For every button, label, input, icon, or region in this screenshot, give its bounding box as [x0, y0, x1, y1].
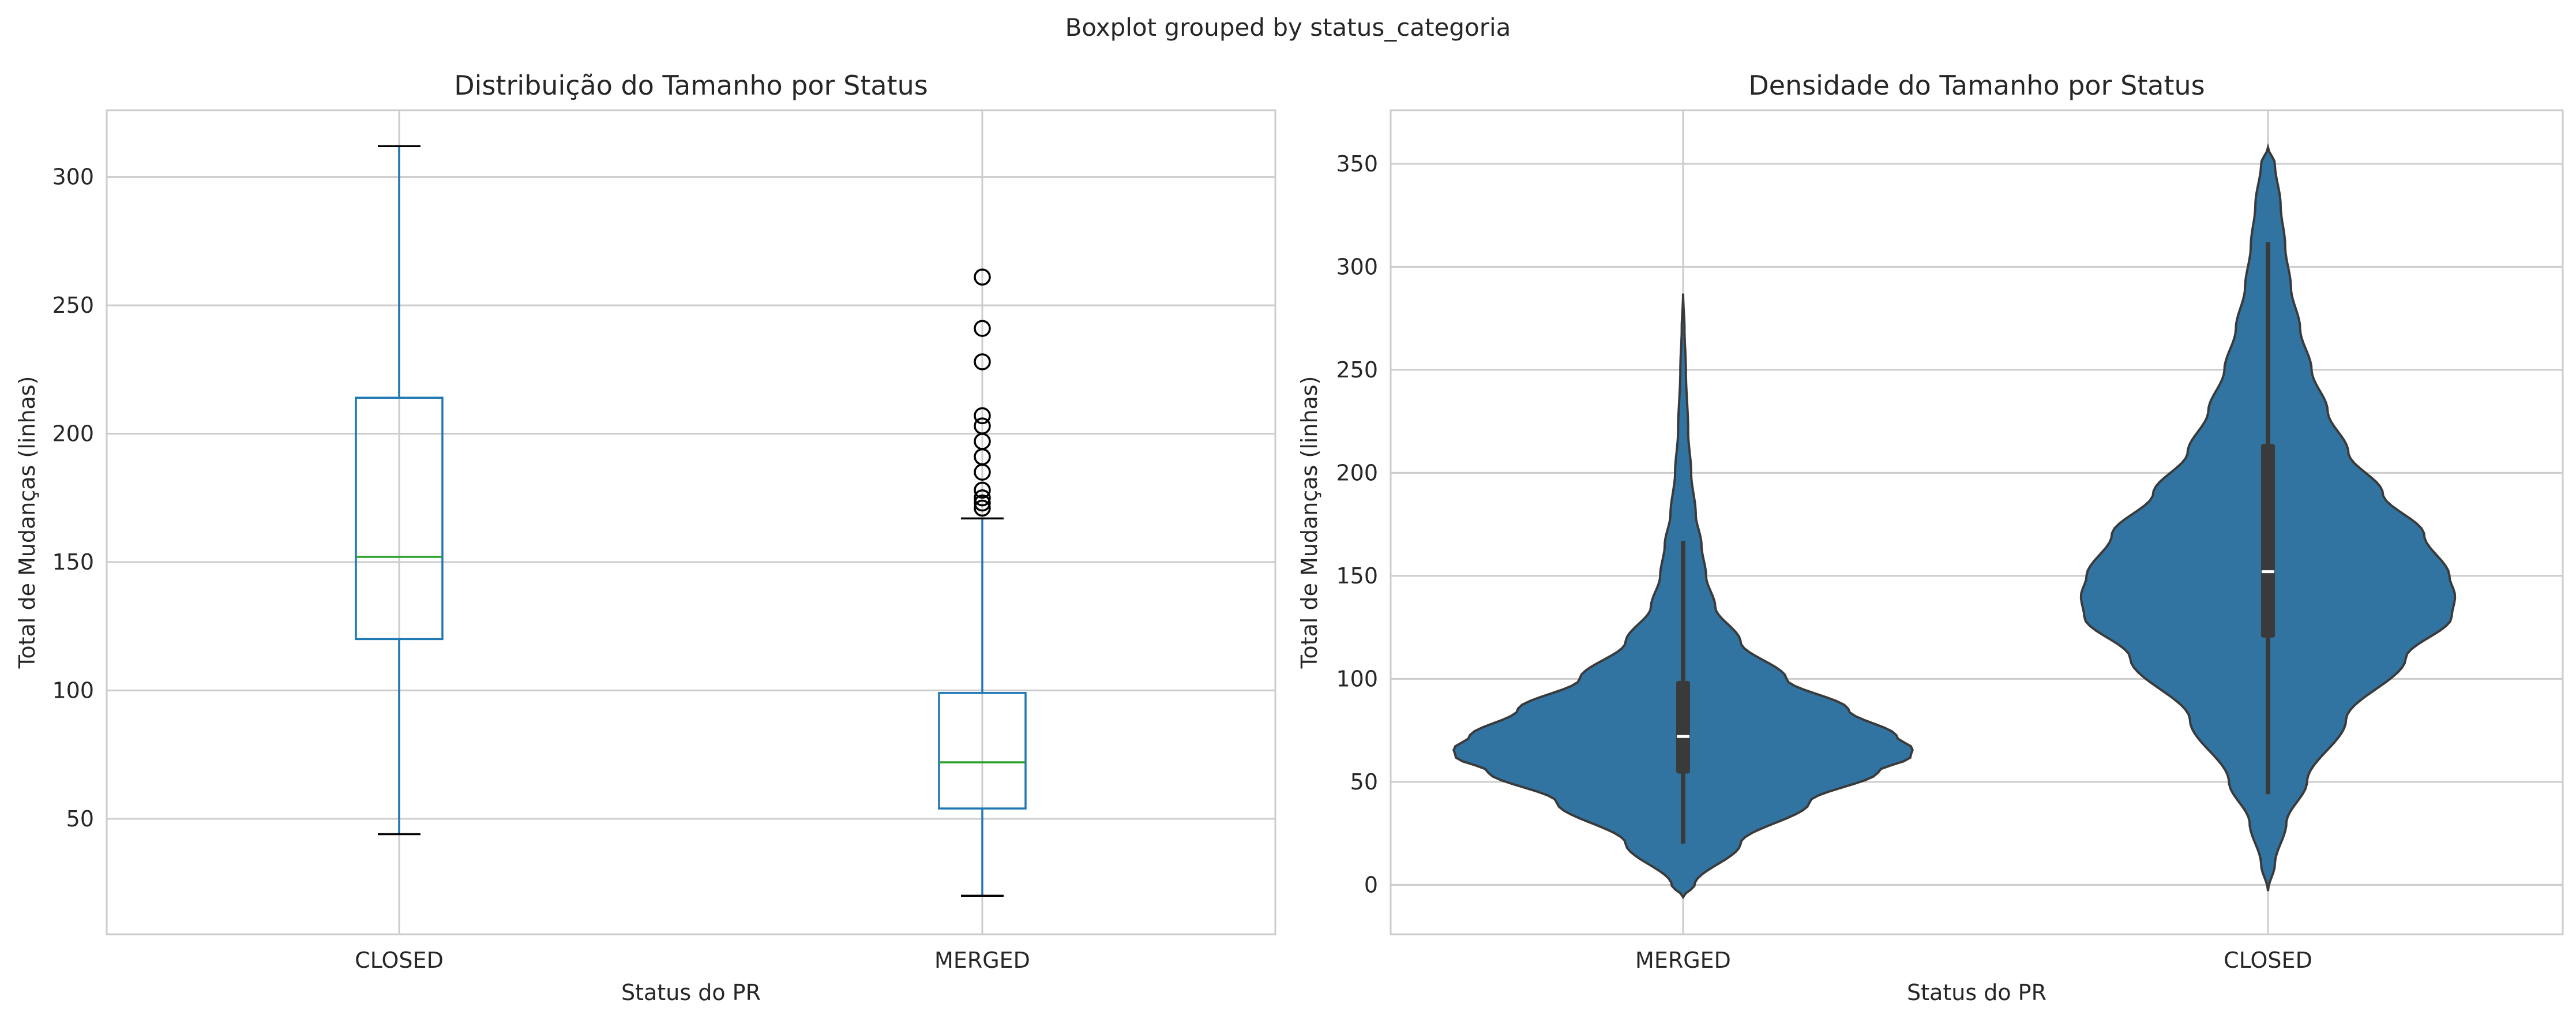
outlier-point: [974, 320, 991, 337]
outlier-point: [974, 417, 991, 435]
violin-y-tick-label: 200: [1336, 460, 1378, 485]
boxplot-y-tick-label: 150: [52, 549, 94, 575]
iqr-box: [938, 692, 1027, 810]
outlier-point: [974, 407, 991, 425]
violin-marks: [1452, 143, 2457, 900]
boxplot-y-tick-label: 250: [52, 293, 94, 318]
boxplot-x-axis-label: Status do PR: [621, 980, 761, 1005]
outlier-point: [974, 489, 991, 507]
violin-panel: 0 50 100 150 200 250 300 350 MERGED CLOSED Densi…: [1297, 70, 2564, 1005]
violin-y-tick-label: 250: [1336, 357, 1378, 383]
boxplot-y-tick-label: 300: [52, 164, 94, 190]
violin-x-tick-label: CLOSED: [2224, 948, 2312, 973]
boxplot-y-tick-label: 200: [52, 421, 94, 447]
violin-title: Densidade do Tamanho por Status: [1748, 70, 2205, 101]
violin-y-tick-label: 300: [1336, 254, 1378, 279]
violin-iqr-bar: [2261, 444, 2275, 638]
box-merged: [938, 268, 1027, 897]
violin-frame: [1390, 109, 2564, 935]
boxplot-frame: [106, 109, 1276, 935]
boxplot-y-tick-labels: 50 100 150 200 250 300: [52, 164, 94, 832]
violin-y-tick-label: 350: [1336, 151, 1378, 177]
violin-closed: [2079, 143, 2457, 892]
outlier-point: [974, 494, 991, 512]
boxplot-marks: [355, 145, 1027, 897]
violin-merged: [1452, 293, 1914, 900]
outlier-point: [974, 499, 991, 517]
violin-x-tick-label: MERGED: [1635, 948, 1731, 973]
violin-y-tick-label: 50: [1350, 769, 1378, 795]
violin-x-tick-labels: MERGED CLOSED: [1635, 948, 2312, 973]
violin-y-tick-label: 0: [1364, 872, 1378, 897]
boxplot-x-tick-label: CLOSED: [355, 948, 444, 973]
boxplot-y-tick-label: 50: [66, 806, 94, 832]
outlier-point: [974, 353, 991, 370]
figure-suptitle: Boxplot grouped by status_categoria: [1065, 13, 1511, 42]
boxplot-title: Distribuição do Tamanho por Status: [454, 70, 927, 101]
boxplot-y-tick-label: 100: [52, 677, 94, 703]
boxplot-x-tick-labels: CLOSED MERGED: [355, 948, 1030, 973]
boxplot-x-tick-label: MERGED: [934, 948, 1030, 973]
violin-y-axis-label: Total de Mudanças (linhas): [1297, 376, 1322, 669]
violin-y-tick-labels: 0 50 100 150 200 250 300 350: [1336, 151, 1378, 897]
violin-iqr-bar: [1676, 680, 1690, 774]
boxplot-panel: 50 100 150 200 250 300 CLOSED MERGED Distribui…: [14, 70, 1276, 1005]
outlier-point: [974, 481, 991, 499]
iqr-box: [355, 396, 444, 641]
box-closed: [355, 145, 444, 836]
violin-y-tick-label: 150: [1336, 563, 1378, 589]
boxplot-y-axis-label: Total de Mudanças (linhas): [14, 376, 40, 669]
outlier-point: [974, 268, 991, 286]
violin-y-tick-label: 100: [1336, 666, 1378, 691]
violin-x-axis-label: Status do PR: [1907, 980, 2046, 1005]
